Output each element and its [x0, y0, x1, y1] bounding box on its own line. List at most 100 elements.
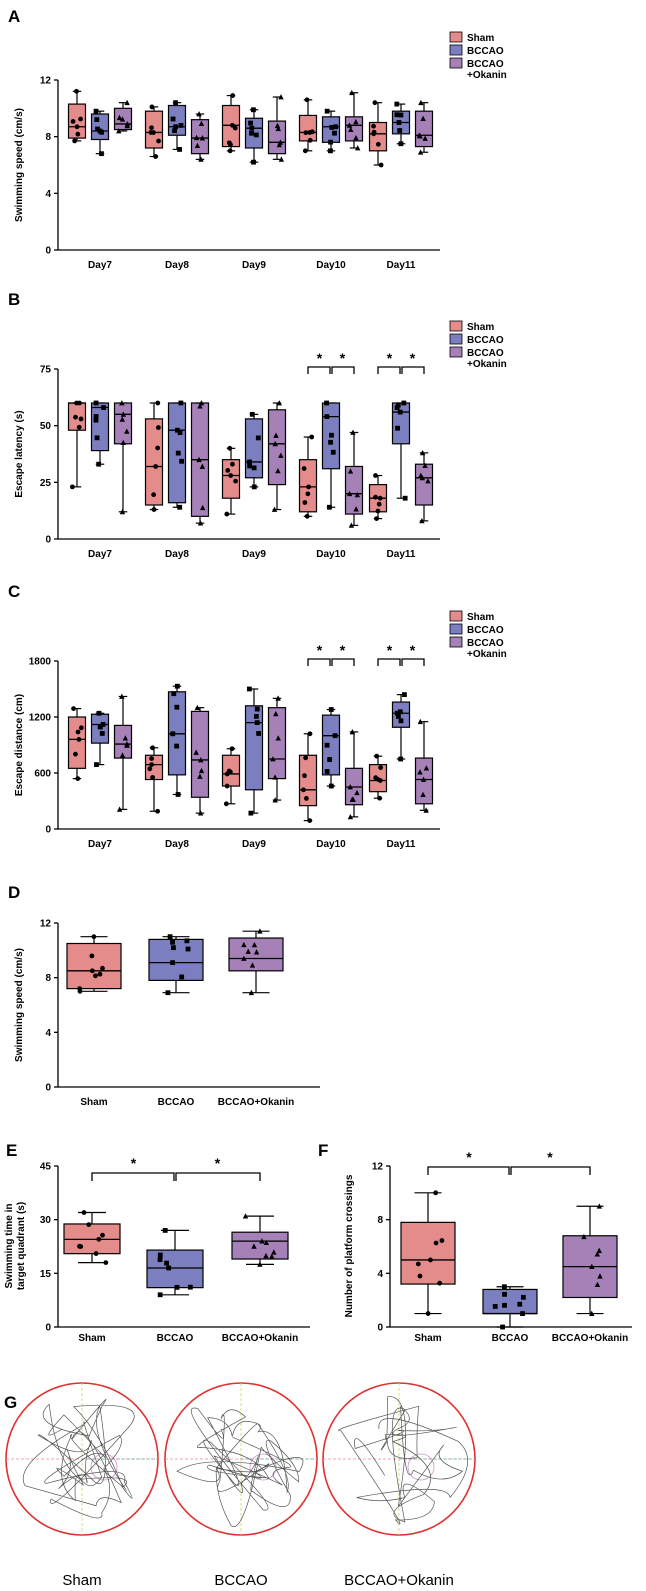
data-point: [418, 472, 424, 478]
legend-swatch: [449, 31, 463, 43]
box: [190, 119, 210, 155]
y-tick-label: 0: [45, 1323, 51, 1334]
data-point: [74, 88, 79, 94]
legend-swatch: [449, 636, 463, 648]
significance-bracket: [510, 1166, 591, 1175]
data-point: [349, 796, 355, 802]
data-point: [155, 445, 161, 451]
data-point: [248, 989, 255, 996]
box: [298, 114, 318, 142]
data-point: [278, 156, 285, 162]
box: [482, 1288, 538, 1315]
data-point: [378, 162, 384, 168]
data-point: [124, 122, 130, 129]
data-point: [251, 941, 258, 948]
data-point: [324, 414, 330, 419]
data-point: [197, 810, 204, 816]
data-point: [86, 1222, 92, 1228]
data-point: [185, 946, 191, 952]
y-tick-label: 1800: [29, 657, 52, 668]
data-point: [328, 139, 333, 145]
box: [368, 121, 388, 152]
significance-bracket: [401, 658, 425, 666]
significance-star: *: [387, 350, 393, 366]
data-point: [96, 1236, 102, 1242]
data-point: [150, 775, 156, 780]
x-tick-label: BCCAO+Okanin: [222, 1333, 298, 1344]
data-point: [396, 120, 402, 125]
data-point: [402, 495, 408, 501]
data-point: [175, 450, 181, 456]
panel-letter: A: [8, 7, 20, 26]
data-point: [101, 405, 106, 410]
data-point: [241, 941, 247, 948]
data-point: [227, 769, 233, 775]
data-point: [417, 718, 423, 725]
data-point: [170, 960, 176, 966]
y-axis-label: Escape distance (cm): [14, 694, 25, 796]
data-point: [302, 500, 308, 505]
data-point: [78, 116, 83, 122]
y-axis-label: Escape latency (s): [14, 410, 25, 497]
data-point: [171, 691, 177, 697]
x-tick-label: Day10: [316, 260, 346, 271]
data-point: [177, 504, 183, 510]
data-point: [198, 156, 204, 162]
data-point: [93, 1251, 99, 1256]
y-tick-label: 12: [372, 1162, 384, 1173]
box: [113, 724, 133, 759]
y-tick-label: 45: [40, 1162, 52, 1173]
data-point: [332, 130, 337, 136]
significance-star: *: [215, 1155, 221, 1171]
data-point: [328, 148, 333, 154]
data-point: [230, 93, 236, 98]
data-point: [271, 1249, 277, 1255]
data-point: [309, 434, 315, 440]
x-tick-label: Sham: [80, 1097, 107, 1108]
data-point: [151, 130, 156, 135]
data-point: [99, 731, 105, 736]
y-tick-label: 4: [45, 189, 51, 200]
data-point: [596, 1203, 603, 1209]
data-point: [374, 753, 380, 759]
data-point: [174, 1284, 180, 1290]
data-point: [166, 1265, 172, 1271]
legend-swatch: [449, 333, 463, 345]
data-point: [170, 939, 175, 945]
data-point: [96, 710, 102, 716]
swim-track: [338, 1396, 469, 1525]
significance-star: *: [387, 642, 393, 658]
panel-letter: D: [8, 883, 20, 902]
data-point: [157, 1292, 163, 1298]
data-point: [589, 1263, 595, 1270]
legend-swatch: [449, 57, 463, 69]
data-point: [425, 1311, 431, 1316]
data-point: [520, 1294, 526, 1300]
x-tick-label: Day7: [88, 839, 112, 850]
box: [146, 1249, 204, 1289]
data-point: [332, 733, 338, 739]
data-point: [333, 124, 338, 130]
box: [267, 120, 287, 155]
data-point: [433, 1190, 439, 1196]
data-point: [149, 104, 155, 110]
data-point: [304, 97, 310, 103]
data-point: [253, 132, 259, 138]
box: [148, 938, 204, 982]
data-point: [348, 126, 354, 133]
x-tick-label: Day7: [88, 549, 112, 560]
data-point: [119, 116, 126, 122]
data-point: [73, 414, 78, 420]
data-point: [303, 755, 309, 761]
data-point: [75, 729, 81, 735]
data-point: [167, 934, 173, 940]
legend-label: +Okanin: [467, 359, 507, 370]
data-point: [396, 713, 401, 719]
x-tick-label: Day10: [316, 839, 346, 850]
data-point: [170, 116, 176, 122]
data-point: [278, 94, 284, 100]
box: [144, 754, 164, 781]
track-label: BCCAO+Okanin: [344, 1572, 454, 1589]
data-point: [347, 784, 353, 790]
data-point: [81, 1210, 87, 1215]
